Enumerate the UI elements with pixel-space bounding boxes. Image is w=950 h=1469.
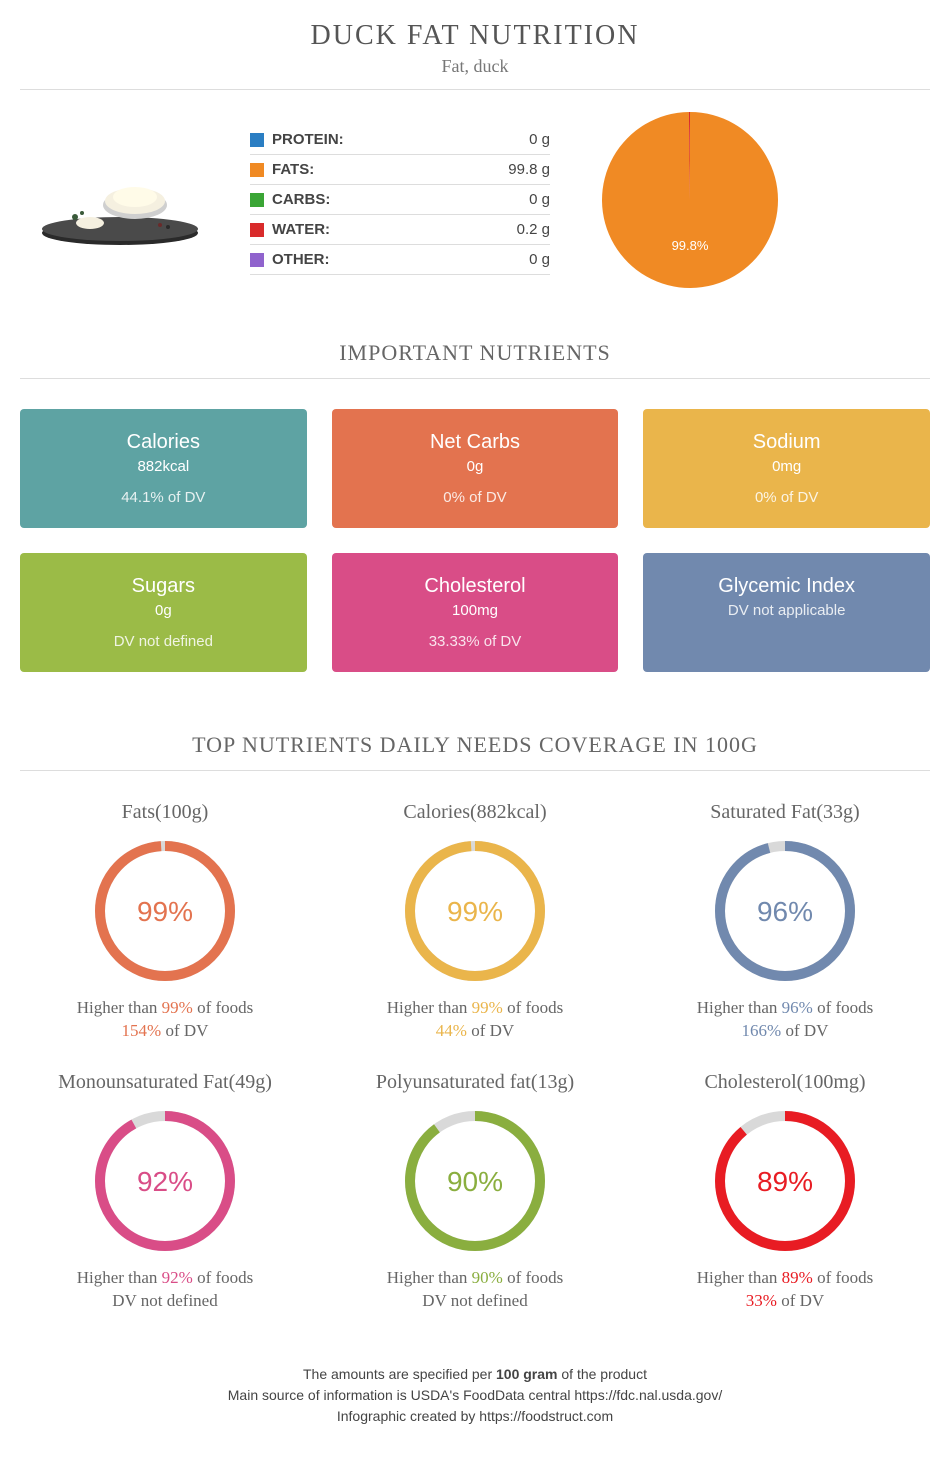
- gauge-ring: 89%: [710, 1106, 860, 1256]
- gauge-item: Polyunsaturated fat(13g) 90% Higher than…: [330, 1071, 620, 1311]
- gauge-title: Saturated Fat(33g): [640, 801, 930, 824]
- svg-text:99.8%: 99.8%: [672, 238, 709, 253]
- macro-label: WATER:: [272, 221, 517, 238]
- macro-value: 0.2 g: [517, 221, 550, 238]
- macro-value: 0 g: [529, 251, 550, 268]
- card-dv: 33.33% of DV: [342, 633, 609, 650]
- gauge-ring: 90%: [400, 1106, 550, 1256]
- gauge-title: Monounsaturated Fat(49g): [20, 1071, 310, 1094]
- gauge-title: Polyunsaturated fat(13g): [330, 1071, 620, 1094]
- gauge-caption: Higher than 99% of foods: [330, 998, 620, 1018]
- card-value: 882kcal: [30, 458, 297, 475]
- card-dv: DV not applicable: [653, 602, 920, 619]
- gauge-title: Fats(100g): [20, 801, 310, 824]
- section-title-important: IMPORTANT NUTRIENTS: [20, 340, 930, 366]
- gauge-dv: 44% of DV: [330, 1021, 620, 1041]
- gauge-dv: DV not defined: [20, 1291, 310, 1311]
- gauge-caption: Higher than 89% of foods: [640, 1268, 930, 1288]
- nutrient-card: Calories 882kcal 44.1% of DV: [20, 409, 307, 528]
- svg-text:89%: 89%: [757, 1166, 813, 1197]
- macro-row: CARBS: 0 g: [250, 185, 550, 215]
- gauge-title: Cholesterol(100mg): [640, 1071, 930, 1094]
- gauge-item: Cholesterol(100mg) 89% Higher than 89% o…: [640, 1071, 930, 1311]
- macro-value: 0 g: [529, 191, 550, 208]
- subtitle: Fat, duck: [20, 56, 930, 77]
- gauge-ring: 99%: [90, 836, 240, 986]
- nutrient-card: Glycemic Index DV not applicable: [643, 553, 930, 672]
- card-title: Sugars: [30, 575, 297, 598]
- macro-label: PROTEIN:: [272, 131, 529, 148]
- footer: The amounts are specified per 100 gram o…: [20, 1341, 930, 1449]
- gauge-item: Calories(882kcal) 99% Higher than 99% of…: [330, 801, 620, 1041]
- footer-line-2: Main source of information is USDA's Foo…: [20, 1387, 930, 1403]
- macro-row: PROTEIN: 0 g: [250, 125, 550, 155]
- macro-swatch: [250, 133, 264, 147]
- macro-swatch: [250, 163, 264, 177]
- macro-swatch: [250, 223, 264, 237]
- macro-row: FATS: 99.8 g: [250, 155, 550, 185]
- nutrient-card: Cholesterol 100mg 33.33% of DV: [332, 553, 619, 672]
- card-title: Calories: [30, 431, 297, 454]
- gauge-caption: Higher than 99% of foods: [20, 998, 310, 1018]
- gauge-dv: 154% of DV: [20, 1021, 310, 1041]
- macro-value: 0 g: [529, 131, 550, 148]
- gauge-item: Saturated Fat(33g) 96% Higher than 96% o…: [640, 801, 930, 1041]
- svg-text:92%: 92%: [137, 1166, 193, 1197]
- macro-row: OTHER: 0 g: [250, 245, 550, 275]
- footer-line-3: Infographic created by https://foodstruc…: [20, 1408, 930, 1424]
- gauge-dv: 33% of DV: [640, 1291, 930, 1311]
- macro-label: OTHER:: [272, 251, 529, 268]
- gauge-caption: Higher than 90% of foods: [330, 1268, 620, 1288]
- macro-label: CARBS:: [272, 191, 529, 208]
- card-title: Glycemic Index: [653, 575, 920, 598]
- gauge-caption: Higher than 92% of foods: [20, 1268, 310, 1288]
- nutrient-card: Net Carbs 0g 0% of DV: [332, 409, 619, 528]
- card-value: 0mg: [653, 458, 920, 475]
- gauge-dv: DV not defined: [330, 1291, 620, 1311]
- gauge-item: Fats(100g) 99% Higher than 99% of foods …: [20, 801, 310, 1041]
- gauge-title: Calories(882kcal): [330, 801, 620, 824]
- macro-label: FATS:: [272, 161, 508, 178]
- card-title: Net Carbs: [342, 431, 609, 454]
- footer-line-1: The amounts are specified per 100 gram o…: [20, 1366, 930, 1382]
- gauge-ring: 96%: [710, 836, 860, 986]
- pie-chart: 99.8%: [580, 105, 800, 295]
- card-dv: 0% of DV: [342, 489, 609, 506]
- section-title-gauges: TOP NUTRIENTS DAILY NEEDS COVERAGE IN 10…: [20, 732, 930, 758]
- card-value: 100mg: [342, 602, 609, 619]
- macro-swatch: [250, 193, 264, 207]
- macro-value: 99.8 g: [508, 161, 550, 178]
- card-title: Sodium: [653, 431, 920, 454]
- card-value: 0g: [342, 458, 609, 475]
- food-image: [20, 140, 220, 260]
- macro-swatch: [250, 253, 264, 267]
- gauge-caption: Higher than 96% of foods: [640, 998, 930, 1018]
- svg-text:99%: 99%: [137, 896, 193, 927]
- page-title: DUCK FAT NUTRITION: [20, 20, 930, 52]
- summary-row: PROTEIN: 0 g FATS: 99.8 g CARBS: 0 g WAT…: [20, 90, 930, 320]
- gauge-grid: Fats(100g) 99% Higher than 99% of foods …: [20, 771, 930, 1341]
- gauge-ring: 92%: [90, 1106, 240, 1256]
- macro-table: PROTEIN: 0 g FATS: 99.8 g CARBS: 0 g WAT…: [250, 125, 550, 275]
- nutrient-cards: Calories 882kcal 44.1% of DV Net Carbs 0g 0% …: [20, 379, 930, 712]
- card-dv: DV not defined: [30, 633, 297, 650]
- svg-text:90%: 90%: [447, 1166, 503, 1197]
- nutrient-card: Sugars 0g DV not defined: [20, 553, 307, 672]
- gauge-dv: 166% of DV: [640, 1021, 930, 1041]
- card-title: Cholesterol: [342, 575, 609, 598]
- card-value: 0g: [30, 602, 297, 619]
- macro-row: WATER: 0.2 g: [250, 215, 550, 245]
- gauge-item: Monounsaturated Fat(49g) 92% Higher than…: [20, 1071, 310, 1311]
- card-dv: 44.1% of DV: [30, 489, 297, 506]
- svg-text:99%: 99%: [447, 896, 503, 927]
- gauge-ring: 99%: [400, 836, 550, 986]
- svg-text:96%: 96%: [757, 896, 813, 927]
- nutrient-card: Sodium 0mg 0% of DV: [643, 409, 930, 528]
- card-dv: 0% of DV: [653, 489, 920, 506]
